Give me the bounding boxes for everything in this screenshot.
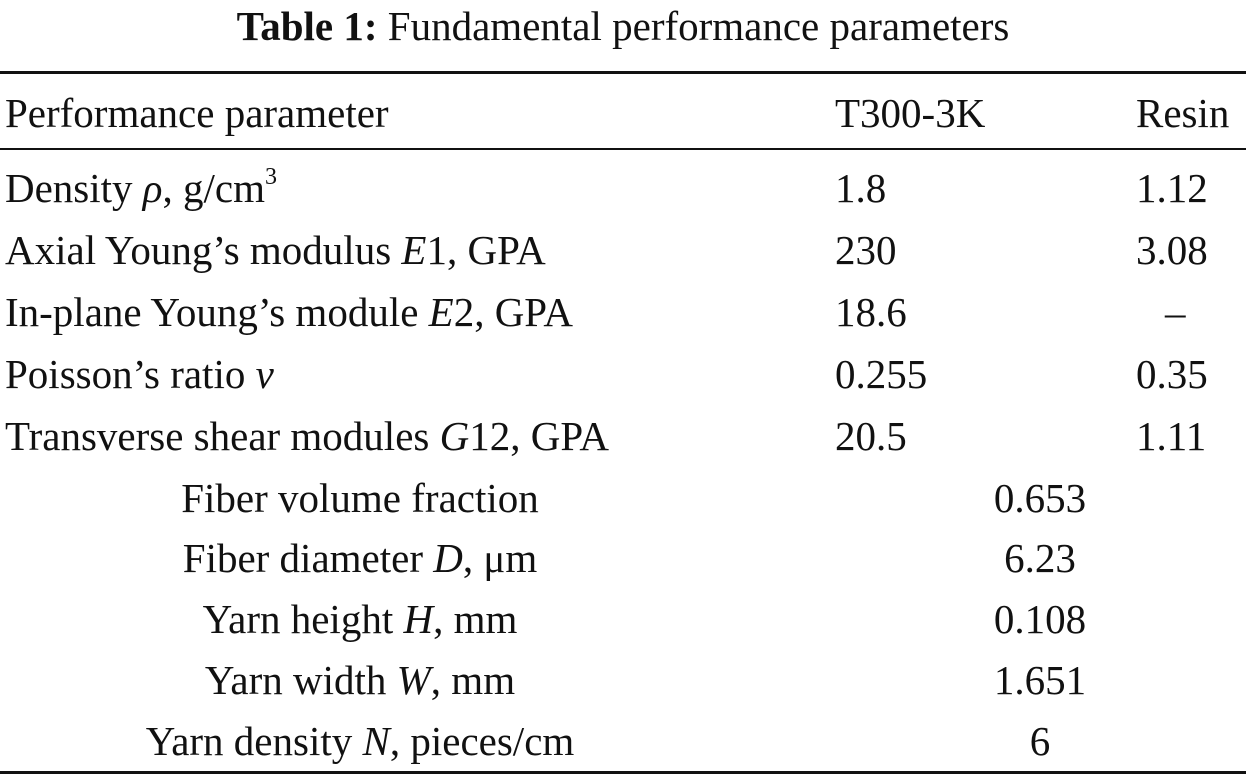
table-caption-label: Table 1: bbox=[236, 3, 378, 49]
parameter-cell: In-plane Young’s module E2, GPA bbox=[5, 281, 573, 343]
parameter-symbol: G bbox=[439, 413, 470, 459]
table-header-row: Performance parameter T300-3K Resin bbox=[0, 82, 1246, 144]
parameter-text: Transverse shear modules bbox=[5, 413, 440, 459]
resin-value: 3.08 bbox=[1136, 227, 1208, 273]
parameter-superscript: 3 bbox=[264, 164, 277, 190]
parameter-cell: Density ρ, g/cm3 bbox=[5, 157, 277, 219]
resin-value: – bbox=[1165, 289, 1186, 335]
resin-value: 1.11 bbox=[1136, 413, 1207, 459]
table-top-rule bbox=[0, 71, 1246, 74]
resin-value: 0.35 bbox=[1136, 351, 1208, 397]
table-row: Density ρ, g/cm3 1.8 1.12 bbox=[0, 157, 1246, 219]
header-t300-3k: T300-3K bbox=[835, 90, 986, 136]
parameter-symbol: N bbox=[362, 718, 390, 764]
parameter-text: Yarn width bbox=[204, 657, 397, 703]
parameter-cell: Axial Young’s modulus E1, GPA bbox=[5, 219, 546, 281]
table-row-spanning: Yarn density N, pieces/cm 6 bbox=[0, 710, 1246, 772]
header-resin: Resin bbox=[1136, 90, 1230, 136]
table-row-spanning: Fiber volume fraction 0.653 bbox=[0, 467, 1246, 529]
header-performance-parameter: Performance parameter bbox=[5, 90, 389, 136]
parameter-cell: Fiber diameter D, μm bbox=[0, 527, 720, 589]
parameter-text: In-plane Young’s module bbox=[5, 289, 429, 335]
shared-value: 0.108 bbox=[993, 596, 1087, 642]
table-row: Poisson’s ratio ν 0.255 0.35 bbox=[0, 343, 1246, 405]
parameter-symbol: D bbox=[433, 535, 463, 581]
parameter-unit: , pieces/cm bbox=[389, 718, 575, 764]
shared-value: 6.23 bbox=[1004, 535, 1076, 581]
t300-value: 20.5 bbox=[835, 413, 907, 459]
parameter-symbol: ν bbox=[255, 351, 274, 397]
parameter-cell: Transverse shear modules G12, GPA bbox=[5, 405, 609, 467]
parameter-symbol: ρ bbox=[142, 165, 163, 211]
parameter-cell: Yarn density N, pieces/cm bbox=[0, 710, 720, 772]
parameter-cell: Yarn height H, mm bbox=[0, 588, 720, 650]
shared-value: 0.653 bbox=[993, 475, 1087, 521]
table-row-spanning: Yarn width W, mm 1.651 bbox=[0, 649, 1246, 711]
parameter-text: Poisson’s ratio bbox=[5, 351, 256, 397]
parameter-unit: 2, GPA bbox=[453, 289, 573, 335]
table-header-rule bbox=[0, 148, 1246, 150]
resin-value: 1.12 bbox=[1136, 165, 1208, 211]
table-row: Transverse shear modules G12, GPA 20.5 1… bbox=[0, 405, 1246, 467]
table-row-spanning: Fiber diameter D, μm 6.23 bbox=[0, 527, 1246, 589]
parameter-text: Density bbox=[5, 165, 143, 211]
table-bottom-rule bbox=[0, 771, 1246, 774]
t300-value: 18.6 bbox=[835, 289, 907, 335]
table-caption: Table 1: Fundamental performance paramet… bbox=[0, 2, 1246, 50]
parameter-text: Axial Young’s modulus bbox=[5, 227, 402, 273]
shared-value: 6 bbox=[1029, 718, 1051, 764]
parameter-symbol: H bbox=[403, 596, 434, 642]
parameter-text: Fiber diameter bbox=[182, 535, 434, 581]
table-row: Axial Young’s modulus E1, GPA 230 3.08 bbox=[0, 219, 1246, 281]
parameter-symbol: E bbox=[428, 289, 454, 335]
parameter-unit: , g/cm bbox=[162, 165, 265, 211]
parameter-unit: 12, GPA bbox=[469, 413, 609, 459]
parameter-cell: Fiber volume fraction bbox=[0, 467, 720, 529]
t300-value: 1.8 bbox=[835, 165, 887, 211]
parameter-unit: , mm bbox=[433, 596, 518, 642]
parameter-cell: Yarn width W, mm bbox=[0, 649, 720, 711]
parameter-unit: , mm bbox=[430, 657, 516, 703]
parameter-cell: Poisson’s ratio ν bbox=[5, 343, 274, 405]
table-row-spanning: Yarn height H, mm 0.108 bbox=[0, 588, 1246, 650]
t300-value: 230 bbox=[835, 227, 897, 273]
parameter-text: Fiber volume fraction bbox=[181, 475, 539, 521]
parameter-symbol: W bbox=[396, 657, 431, 703]
parameter-text: Yarn density bbox=[145, 718, 363, 764]
parameter-text: Yarn height bbox=[202, 596, 404, 642]
parameter-unit: , μm bbox=[462, 535, 538, 581]
shared-value: 1.651 bbox=[993, 657, 1087, 703]
table-caption-text: Fundamental performance parameters bbox=[387, 3, 1010, 49]
table-row: In-plane Young’s module E2, GPA 18.6 – bbox=[0, 281, 1246, 343]
parameter-symbol: E bbox=[401, 227, 427, 273]
t300-value: 0.255 bbox=[835, 351, 928, 397]
parameter-unit: 1, GPA bbox=[426, 227, 546, 273]
